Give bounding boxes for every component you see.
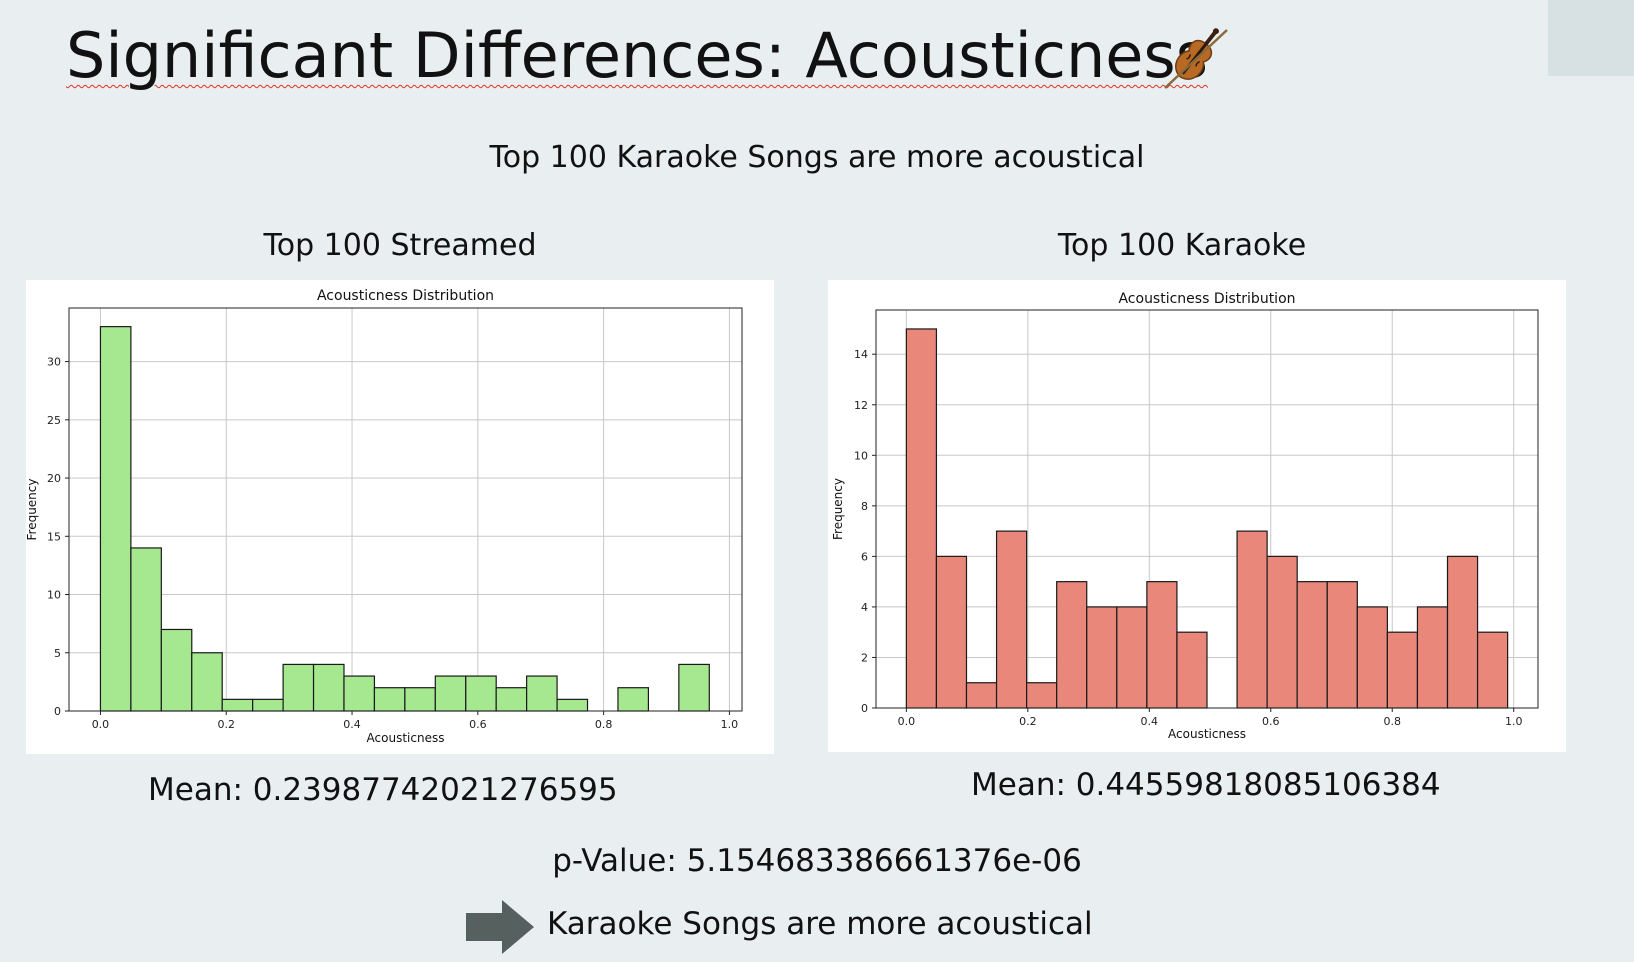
histogram-bar — [905, 328, 938, 709]
histogram-bar — [130, 547, 162, 712]
histogram-bar — [221, 698, 254, 712]
x-tick-label: 1.0 — [721, 718, 739, 731]
y-tick-label: 20 — [47, 472, 61, 485]
y-tick-label: 15 — [47, 530, 61, 543]
x-axis-label: Acousticness — [1168, 727, 1246, 741]
y-tick-label: 0 — [54, 705, 61, 718]
left-chart-heading: Top 100 Streamed — [263, 228, 537, 263]
chart-title: Acousticness Distribution — [317, 288, 494, 304]
karaoke-acousticness-histogram: 0.0 0.2 0.4 0.6 0.8 1.0 0 2 4 6 8 10 12 14 Acousticnes… — [831, 291, 1539, 741]
x-tick-label: 0.4 — [1141, 715, 1159, 728]
x-tick-label: 0.0 — [92, 718, 110, 731]
slide-title: Significant Differences: Acousticness — [66, 19, 1209, 92]
x-tick-label: 0.0 — [898, 715, 916, 728]
x-tick-label: 0.6 — [469, 718, 487, 731]
histogram-bar — [1026, 682, 1058, 709]
histogram-bar — [678, 663, 710, 712]
y-tick-label: 6 — [861, 550, 868, 563]
y-tick-label: 8 — [861, 500, 868, 513]
plot-frame — [875, 309, 1539, 709]
karaoke-chart-panel: 0.0 0.2 0.4 0.6 0.8 1.0 0 2 4 6 8 10 12 14 Acousticnes… — [828, 280, 1566, 752]
y-tick-label: 14 — [854, 348, 868, 361]
histogram-bar — [160, 628, 193, 712]
conclusion-text: Karaoke Songs are more acoustical — [547, 906, 1093, 942]
y-tick-label: 0 — [861, 702, 868, 715]
histogram-bar — [404, 687, 436, 712]
y-tick-label: 4 — [861, 601, 868, 614]
histogram-bar — [1356, 606, 1388, 709]
chart-title: Acousticness Distribution — [1118, 291, 1295, 307]
histogram-bar — [1116, 606, 1148, 709]
streamed-mean: Mean: 0.23987742021276595 — [148, 772, 618, 808]
streamed-acousticness-histogram: 0.0 0.2 0.4 0.6 0.8 1.0 0 5 10 15 20 25 30 Acousticne… — [25, 288, 743, 745]
karaoke-mean: Mean: 0.44559818085106384 — [971, 767, 1441, 803]
x-tick-label: 0.2 — [1019, 715, 1037, 728]
histogram-bar — [282, 663, 315, 712]
y-tick-label: 12 — [854, 399, 868, 412]
x-tick-label: 0.8 — [595, 718, 613, 731]
y-tick-label: 10 — [854, 449, 868, 462]
histogram-bar — [191, 652, 223, 712]
histogram-bar — [965, 682, 998, 709]
x-tick-label: 0.6 — [1262, 715, 1280, 728]
violin-icon — [1164, 28, 1228, 89]
x-tick-label: 0.8 — [1383, 715, 1401, 728]
histogram-bar — [935, 555, 968, 709]
y-tick-label: 2 — [861, 651, 868, 664]
y-tick-label: 10 — [47, 589, 61, 602]
x-tick-label: 0.4 — [343, 718, 361, 731]
histogram-bar — [373, 687, 406, 712]
histogram-bar — [1476, 631, 1509, 709]
y-tick-label: 5 — [54, 647, 61, 660]
histogram-bar — [1086, 606, 1118, 709]
histogram-bar — [434, 675, 467, 712]
streamed-chart-panel: 0.0 0.2 0.4 0.6 0.8 1.0 0 5 10 15 20 25 30 Acousticne… — [25, 280, 774, 754]
y-axis-label: Frequency — [831, 478, 845, 540]
x-axis-label: Acousticness — [367, 731, 445, 745]
histogram-bar — [343, 675, 376, 712]
right-chart-heading: Top 100 Karaoke — [1057, 228, 1307, 263]
slide-subtitle: Top 100 Karaoke Songs are more acoustica… — [489, 140, 1145, 175]
histogram-bar — [252, 698, 284, 712]
x-tick-label: 1.0 — [1505, 715, 1523, 728]
plot-frame — [68, 307, 743, 712]
histogram-bar — [1176, 631, 1208, 709]
histogram-bar — [1266, 555, 1298, 709]
y-tick-label: 25 — [47, 414, 61, 427]
histogram-bar — [556, 698, 589, 712]
y-tick-label: 30 — [47, 356, 61, 369]
histogram-bar — [1386, 631, 1419, 709]
right-arrow-icon — [466, 900, 534, 954]
x-tick-label: 0.2 — [217, 718, 235, 731]
histogram-bar — [312, 663, 345, 712]
histogram-bar — [995, 530, 1028, 709]
histogram-bar — [99, 326, 132, 712]
histogram-bar — [1056, 581, 1088, 709]
histogram-bar — [1446, 555, 1479, 709]
histogram-bar — [1146, 581, 1178, 709]
histogram-bar — [1326, 581, 1358, 709]
histogram-bar — [1236, 530, 1268, 709]
histogram-bar — [617, 687, 650, 712]
histogram-bar — [526, 675, 558, 712]
p-value: p-Value: 5.154683386661376e-06 — [552, 843, 1082, 879]
y-axis-label: Frequency — [26, 479, 39, 541]
histogram-bar — [495, 687, 528, 712]
histogram-bar — [1296, 581, 1328, 709]
histogram-bar — [1416, 606, 1449, 709]
corner-decoration — [1548, 0, 1634, 76]
histogram-bar — [465, 675, 497, 712]
